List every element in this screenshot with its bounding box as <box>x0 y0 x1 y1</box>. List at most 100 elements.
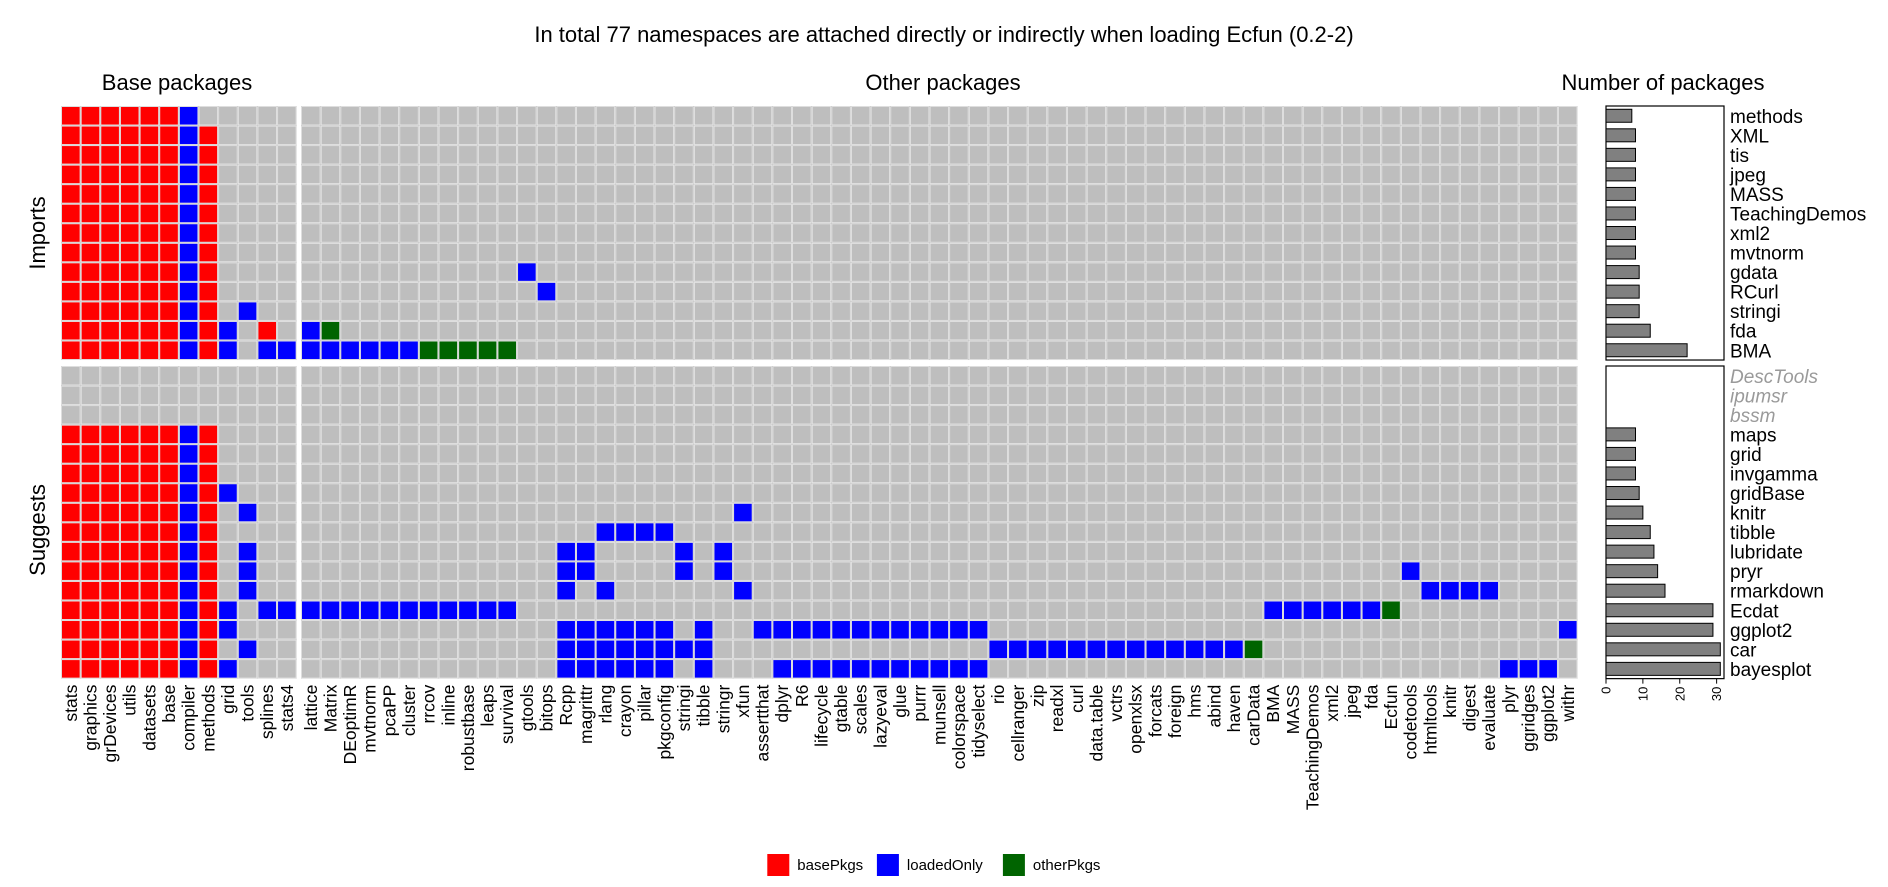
heatmap-cell <box>595 385 616 405</box>
heatmap-cell <box>1499 600 1519 620</box>
heatmap-cell <box>1027 340 1048 360</box>
heatmap-cell <box>360 639 380 659</box>
heatmap-cell <box>1518 301 1539 321</box>
heatmap-cell <box>654 600 674 620</box>
heatmap-cell <box>1263 620 1283 640</box>
heatmap-cell <box>218 659 238 679</box>
heatmap-cell <box>1342 366 1362 386</box>
heatmap-cell <box>615 444 635 464</box>
heatmap-cell <box>320 405 341 425</box>
heatmap-cell <box>1342 463 1362 484</box>
heatmap-cell <box>320 301 341 321</box>
heatmap-cell <box>1047 242 1067 263</box>
heatmap-cell <box>399 620 419 640</box>
heatmap-cell <box>831 600 851 620</box>
heatmap-cell <box>1224 581 1244 601</box>
heatmap-cell <box>576 301 596 321</box>
column-label: lazyeval <box>870 685 890 748</box>
heatmap-cell <box>910 145 930 165</box>
row-label: tis <box>1730 146 1749 167</box>
heatmap-cell <box>1479 639 1499 659</box>
heatmap-cell <box>635 282 655 302</box>
heatmap-cell <box>1459 639 1480 659</box>
heatmap-cell <box>1086 223 1107 243</box>
heatmap-cell <box>1204 542 1224 562</box>
heatmap-cell <box>517 125 537 145</box>
heatmap-cell <box>340 145 360 165</box>
heatmap-cell <box>890 483 910 503</box>
heatmap-cell <box>1243 463 1264 484</box>
heatmap-cell <box>733 522 753 542</box>
heatmap-cell <box>340 600 360 620</box>
heatmap-cell <box>1027 366 1048 386</box>
heatmap-cell <box>654 223 674 243</box>
heatmap-cell <box>277 385 297 405</box>
heatmap-cell <box>1342 444 1362 464</box>
heatmap-cell <box>179 223 199 243</box>
heatmap-cell <box>870 262 890 282</box>
heatmap-cell <box>61 223 81 243</box>
heatmap-cell <box>831 223 851 243</box>
heatmap-cell <box>237 444 258 464</box>
heatmap-cell <box>988 659 1008 679</box>
heatmap-cell <box>1558 242 1578 263</box>
heatmap-cell <box>733 424 753 444</box>
heatmap-cell <box>654 301 674 321</box>
heatmap-cell <box>61 242 81 263</box>
heatmap-cell <box>772 301 792 321</box>
heatmap-cell <box>811 463 832 484</box>
column-label: pillar <box>635 684 655 721</box>
row-label: tibble <box>1730 523 1775 544</box>
heatmap-cell <box>1126 340 1146 360</box>
column-label: rio <box>988 685 1008 704</box>
heatmap-cell <box>1381 366 1401 386</box>
heatmap-cell <box>1401 184 1421 204</box>
heatmap-cell <box>988 405 1008 425</box>
heatmap-cell <box>1538 561 1558 581</box>
heatmap-cell <box>1185 184 1205 204</box>
heatmap-cell <box>851 581 871 601</box>
heatmap-cell <box>340 463 360 484</box>
heatmap-cell <box>1145 262 1165 282</box>
heatmap-cell <box>497 184 517 204</box>
heatmap-cell <box>1263 282 1283 302</box>
column-label: digest <box>1460 685 1480 732</box>
heatmap-cell <box>218 223 238 243</box>
column-label: codetools <box>1401 684 1421 759</box>
heatmap-cell <box>1224 483 1244 503</box>
heatmap-cell <box>477 203 498 224</box>
heatmap-cell <box>61 600 81 620</box>
heatmap-cell <box>654 164 674 184</box>
heatmap-cell <box>595 242 616 263</box>
heatmap-cell <box>713 659 733 679</box>
heatmap-cell <box>654 340 674 360</box>
heatmap-cell <box>1538 502 1558 523</box>
heatmap-cell <box>1538 203 1558 224</box>
heatmap-cell <box>635 639 655 659</box>
heatmap-cell <box>1342 620 1362 640</box>
heatmap-cell <box>1283 444 1303 464</box>
heatmap-cell <box>477 262 498 282</box>
heatmap-cell <box>179 463 199 484</box>
heatmap-cell <box>1047 223 1067 243</box>
axis-tick-label: 0 <box>1599 687 1614 694</box>
heatmap-cell <box>1185 502 1205 523</box>
heatmap-cell <box>1381 463 1401 484</box>
heatmap-cell <box>1440 581 1460 601</box>
heatmap-cell <box>1185 262 1205 282</box>
heatmap-cell <box>419 581 439 601</box>
heatmap-cell <box>1440 483 1460 503</box>
heatmap-cell <box>1027 223 1048 243</box>
heatmap-cell <box>968 164 989 184</box>
heatmap-cell <box>536 424 557 444</box>
heatmap-cell <box>438 301 458 321</box>
heatmap-cell <box>1499 385 1519 405</box>
heatmap-cell <box>1243 659 1264 679</box>
heatmap-cell <box>477 223 498 243</box>
heatmap-cell <box>1518 184 1539 204</box>
heatmap-cell <box>179 184 199 204</box>
heatmap-cell <box>218 340 238 360</box>
heatmap-cell <box>1361 164 1382 184</box>
heatmap-cell <box>1263 262 1283 282</box>
heatmap-cell <box>1224 620 1244 640</box>
